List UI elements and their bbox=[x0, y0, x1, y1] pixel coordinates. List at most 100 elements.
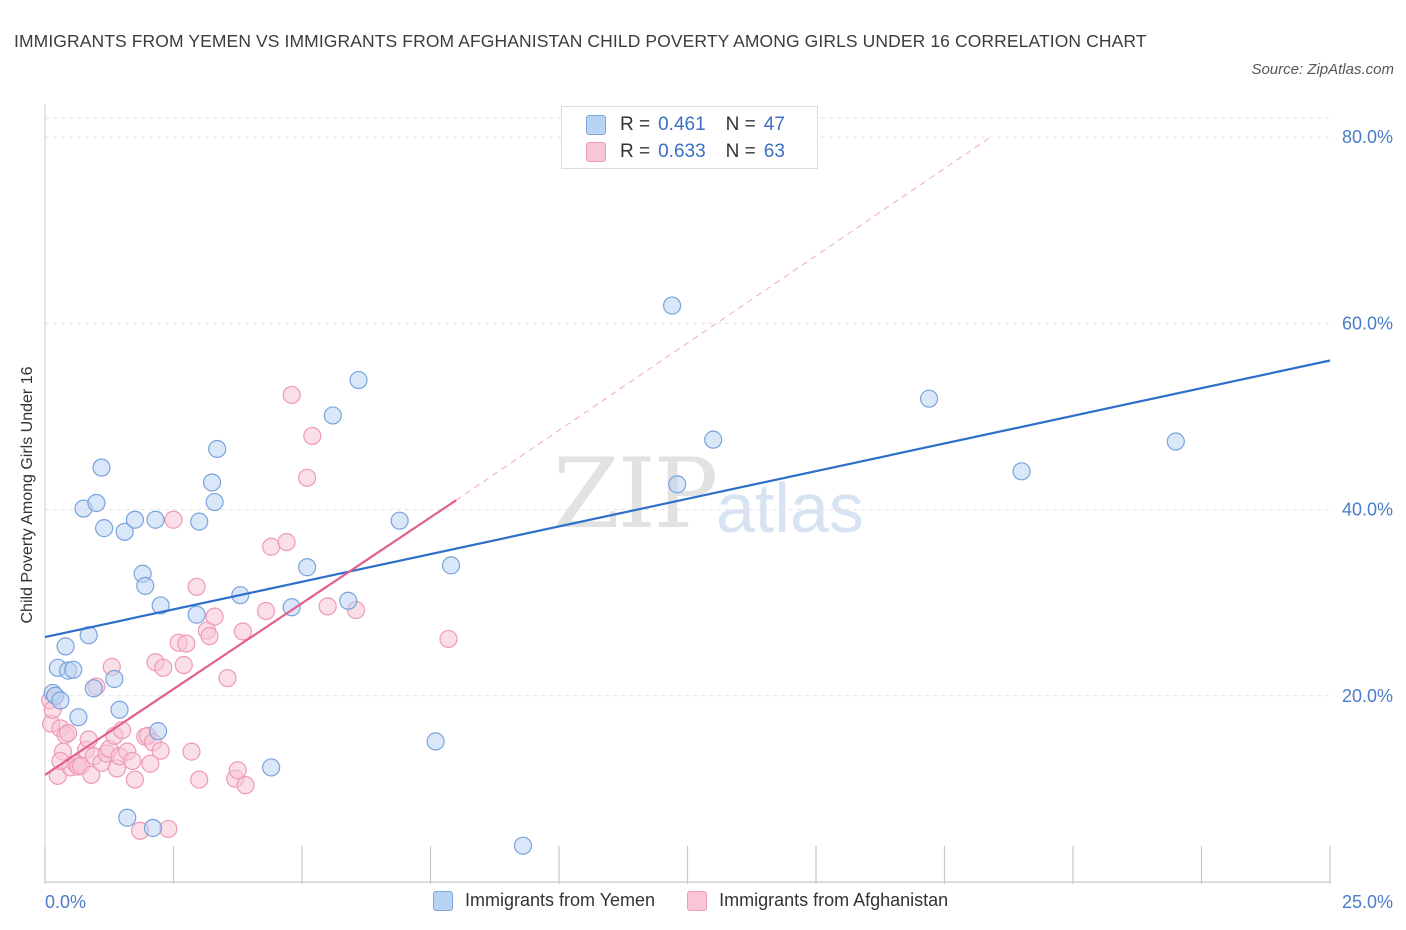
yemen-point bbox=[282, 598, 301, 617]
afghanistan-point bbox=[141, 754, 160, 773]
afghanistan-point bbox=[59, 723, 78, 743]
legend-n-value-yemen: 47 bbox=[763, 114, 785, 135]
afghanistan-point bbox=[205, 607, 224, 626]
yemen-point bbox=[143, 818, 163, 838]
legend-r-value-yemen: 0.461 bbox=[658, 114, 706, 135]
afghanistan-point bbox=[123, 751, 142, 771]
afghanistan-point bbox=[164, 510, 183, 529]
afghanistan-point bbox=[154, 658, 173, 677]
y-tick-label: 40.0% bbox=[1342, 500, 1393, 520]
afghanistan-point bbox=[228, 761, 247, 780]
yemen-point bbox=[349, 370, 368, 390]
yemen-point bbox=[426, 732, 445, 751]
afghanistan-trend-line bbox=[44, 499, 457, 776]
yemen-point bbox=[513, 836, 533, 855]
yemen-point bbox=[441, 556, 461, 575]
yemen-point bbox=[125, 510, 145, 529]
y-tick-label: 20.0% bbox=[1342, 686, 1393, 706]
yemen-point bbox=[69, 708, 88, 727]
legend-r-label: R = bbox=[620, 114, 651, 135]
yemen-point bbox=[118, 808, 137, 827]
afghanistan-point bbox=[277, 532, 296, 552]
yemen-point bbox=[202, 473, 222, 492]
yemen-point bbox=[704, 430, 723, 449]
afghanistan-point bbox=[182, 742, 201, 761]
chart-title: IMMIGRANTS FROM YEMEN VS IMMIGRANTS FROM… bbox=[14, 31, 1147, 51]
yemen-point bbox=[115, 522, 134, 541]
yemen-point bbox=[390, 511, 409, 530]
yemen-point bbox=[146, 510, 165, 529]
afghanistan-point bbox=[439, 629, 458, 649]
y-tick-label: 80.0% bbox=[1342, 127, 1393, 147]
series-legend: Immigrants from Yemen Immigrants from Af… bbox=[433, 890, 980, 911]
afghanistan-point bbox=[282, 385, 301, 405]
axis-layer bbox=[44, 104, 1331, 884]
x-tick-label: 0.0% bbox=[45, 892, 86, 912]
afghanistan-point bbox=[125, 770, 145, 789]
yemen-point bbox=[110, 700, 129, 719]
yemen-point bbox=[84, 679, 103, 698]
yemen-point bbox=[187, 605, 206, 624]
afghanistan-point bbox=[298, 468, 317, 487]
afghanistan-point bbox=[218, 668, 237, 688]
legend-label-yemen: Immigrants from Yemen bbox=[465, 890, 656, 910]
afghanistan-point bbox=[256, 601, 276, 621]
afghanistan-point bbox=[200, 627, 219, 646]
yemen-trend-line bbox=[44, 359, 1331, 639]
yemen-point bbox=[205, 492, 224, 512]
yemen-point bbox=[95, 519, 114, 538]
yemen-point bbox=[190, 512, 209, 531]
yemen-point bbox=[136, 576, 155, 595]
afghanistan-point bbox=[303, 426, 322, 446]
grid-layer bbox=[45, 117, 1330, 697]
legend-item-yemen[interactable]: Immigrants from Yemen bbox=[433, 890, 655, 911]
y-tick-label: 60.0% bbox=[1342, 313, 1393, 333]
yemen-point bbox=[56, 637, 75, 656]
afghanistan-point bbox=[159, 819, 178, 839]
yemen-point bbox=[151, 596, 170, 615]
legend-r-label: R = bbox=[620, 141, 651, 162]
yemen-point bbox=[92, 458, 111, 477]
afghanistan-point bbox=[187, 577, 206, 596]
correlation-legend: R = 0.461 N = 47 R = 0.633 N = 63 bbox=[561, 106, 818, 169]
afghanistan-points bbox=[41, 385, 458, 840]
yemen-point bbox=[668, 475, 687, 494]
afghanistan-point bbox=[236, 776, 255, 795]
yemen-point bbox=[105, 669, 124, 689]
legend-n-label: N = bbox=[725, 114, 756, 135]
legend-r-value-afghanistan: 0.633 bbox=[658, 141, 706, 162]
yemen-points bbox=[43, 296, 1185, 855]
tick-label-layer: 20.0% 40.0% 60.0% 80.0% 0.0% 25.0% bbox=[45, 127, 1393, 912]
legend-swatch-afghanistan bbox=[687, 890, 708, 911]
legend-row-yemen: R = 0.461 N = 47 bbox=[586, 113, 785, 137]
yemen-point bbox=[64, 660, 83, 679]
afghanistan-point bbox=[233, 622, 252, 641]
yemen-point bbox=[1012, 462, 1031, 481]
yemen-point bbox=[662, 296, 682, 315]
legend-label-afghanistan: Immigrants from Afghanistan bbox=[719, 890, 949, 910]
source-label[interactable]: Source: ZipAtlas.com bbox=[1251, 61, 1394, 78]
yemen-point bbox=[51, 691, 70, 710]
afghanistan-point bbox=[82, 765, 101, 785]
trend-layer bbox=[44, 136, 1331, 776]
afghanistan-point bbox=[190, 770, 209, 789]
legend-n-label: N = bbox=[725, 141, 756, 162]
legend-item-afghanistan[interactable]: Immigrants from Afghanistan bbox=[687, 890, 948, 911]
afghanistan-point bbox=[262, 537, 281, 556]
watermark-atlas: atlas bbox=[716, 469, 864, 547]
legend-row-afghanistan: R = 0.633 N = 63 bbox=[586, 140, 785, 164]
yemen-point bbox=[148, 722, 168, 741]
watermark-zip: ZIP bbox=[553, 438, 718, 550]
yemen-point bbox=[262, 758, 281, 777]
legend-swatch-yemen bbox=[433, 890, 453, 911]
legend-n-value-afghanistan: 63 bbox=[763, 141, 785, 162]
yemen-point bbox=[339, 591, 358, 610]
afghanistan-point bbox=[151, 741, 170, 760]
yemen-point bbox=[87, 493, 106, 513]
legend-swatch-afghanistan bbox=[586, 142, 606, 162]
yemen-point bbox=[323, 406, 342, 425]
yemen-point bbox=[1166, 432, 1185, 451]
yemen-point bbox=[298, 558, 317, 577]
afghanistan-point bbox=[177, 634, 196, 653]
